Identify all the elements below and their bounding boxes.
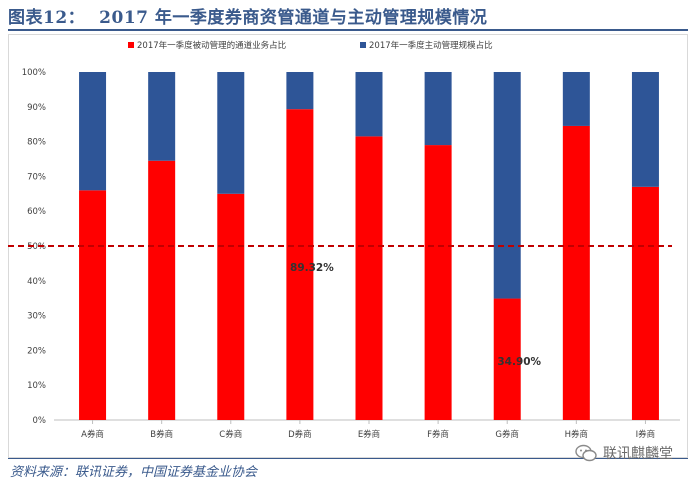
- x-tick-label-8: H券商: [565, 429, 588, 440]
- bar-active-8: [562, 72, 590, 126]
- bar-passive-9: [631, 186, 659, 420]
- bar-passive-8: [562, 125, 590, 420]
- bar-passive-2: [148, 160, 176, 420]
- bar-active-4: [286, 72, 314, 110]
- legend-swatch-2: [360, 42, 366, 48]
- bar-active-9: [631, 72, 659, 187]
- figure-title-text: 2017 年一季度券商资管通道与主动管理规模情况: [99, 7, 488, 28]
- legend-label-2: 2017年一季度主动管理规模占比: [369, 40, 493, 51]
- legend-swatch-1: [128, 42, 134, 48]
- bar-passive-1: [79, 190, 107, 420]
- bar-passive-7: [493, 298, 521, 420]
- x-tick-label-1: A券商: [81, 429, 104, 440]
- x-tick-label-6: F券商: [427, 429, 449, 440]
- bar-passive-3: [217, 193, 245, 420]
- y-tick-label-10: 10%: [27, 381, 46, 391]
- watermark-text: 联讯麒麟堂: [603, 446, 673, 462]
- bar-active-2: [148, 72, 176, 161]
- stacked-bar-chart: 2017年一季度被动管理的通道业务占比 2017年一季度主动管理规模占比 0% 10%…: [8, 40, 680, 440]
- x-tick-label-7: G券商: [495, 429, 519, 440]
- title-divider: [8, 29, 688, 31]
- y-tick-label-0: 0%: [33, 416, 47, 426]
- y-tick-label-70: 70%: [27, 172, 46, 182]
- y-tick-label-20: 20%: [27, 346, 46, 356]
- x-tick-label-3: C券商: [219, 429, 242, 440]
- legend-label-1: 2017年一季度被动管理的通道业务占比: [137, 40, 286, 51]
- bar-active-7: [493, 72, 521, 299]
- y-tick-label-80: 80%: [27, 138, 46, 148]
- x-tick-label-4: D券商: [288, 429, 312, 440]
- y-tick-label-50: 50%: [27, 242, 46, 252]
- y-tick-label-60: 60%: [27, 207, 46, 217]
- source-note: 资料来源：联讯证券，中国证券基金业协会: [10, 465, 258, 480]
- x-tick-label-9: I券商: [636, 429, 656, 440]
- x-tick-label-2: B券商: [150, 429, 173, 440]
- source-divider: [8, 458, 688, 459]
- data-label-2: 34.90%: [497, 356, 541, 368]
- y-tick-label-100: 100%: [22, 68, 46, 78]
- bar-active-1: [79, 72, 107, 191]
- figure-label: 图表12：: [8, 7, 86, 28]
- bar-active-6: [424, 72, 452, 146]
- y-tick-label-30: 30%: [27, 312, 46, 322]
- x-tick-label-5: E券商: [358, 429, 380, 440]
- figure-title: 图表12： 2017 年一季度券商资管通道与主动管理规模情况: [8, 2, 688, 28]
- bar-active-3: [217, 72, 245, 194]
- wechat-icon: [575, 444, 597, 462]
- bar-passive-4: [286, 109, 314, 421]
- y-tick-label-40: 40%: [27, 277, 46, 287]
- watermark: 联讯麒麟堂: [575, 443, 673, 463]
- y-tick-label-90: 90%: [27, 103, 46, 113]
- data-label-1: 89.32%: [290, 262, 334, 274]
- bar-passive-5: [355, 136, 383, 420]
- bar-passive-6: [424, 145, 452, 420]
- bar-active-5: [355, 72, 383, 137]
